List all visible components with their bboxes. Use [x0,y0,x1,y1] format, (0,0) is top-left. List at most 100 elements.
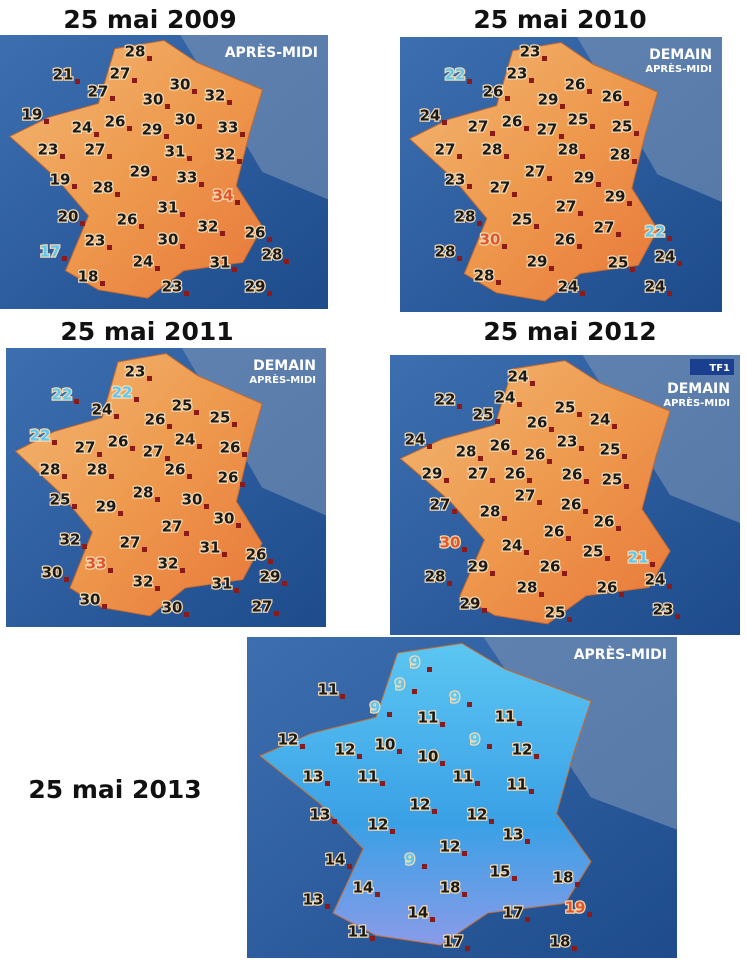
temperature: 22 [52,386,73,404]
temperature: 23 [653,601,674,619]
temperature: 23 [445,171,466,189]
temperature: 11 [453,768,474,786]
station [490,478,495,483]
temperature: 10 [375,736,396,754]
temperature: 28 [425,568,446,586]
temperature: 23 [162,278,183,296]
temperature: 14 [408,904,429,922]
temperature: 25 [600,441,621,459]
temperature: 29 [260,568,281,586]
station [495,419,500,424]
temperature: 12 [335,741,356,759]
temperature: 23 [125,363,146,381]
station [427,667,432,672]
station [142,547,147,552]
temperature: 19 [565,899,586,917]
station [100,281,105,286]
station [517,402,522,407]
station [44,119,49,124]
banner: APRÈS-MIDI [225,44,318,61]
station [542,56,547,61]
station [164,134,169,139]
station [197,444,202,449]
temperature: 27 [252,598,273,616]
temperature: 26 [594,513,615,531]
station [422,864,427,869]
station [75,79,80,84]
station [62,474,67,479]
temperature: 32 [205,87,226,105]
logo-box [690,359,734,375]
temperature: 26 [602,88,623,106]
temperature: 25 [545,604,566,622]
panel-title: 25 mai 2009 [63,5,236,34]
station [512,876,517,881]
station [184,531,189,536]
station [590,124,595,129]
temperature: 29 [605,188,626,206]
temperature: 21 [628,549,649,567]
temperature: 32 [215,146,236,164]
station [82,544,87,549]
temperature: 27 [515,487,536,505]
temperature: 27 [594,219,615,237]
temperature: 24 [508,368,529,386]
banner: DEMAIN [253,358,316,374]
temperature: 26 [220,439,241,457]
station [300,744,305,749]
banner: DEMAIN [667,381,730,397]
station [194,410,199,415]
temperature: 26 [525,446,546,464]
station [187,474,192,479]
station [539,592,544,597]
station [132,78,137,83]
station [108,568,113,573]
station [490,571,495,576]
temperature: 11 [348,923,369,941]
temperature: 30 [170,76,191,94]
temperature: 9 [395,676,405,694]
station [234,588,239,593]
station [477,221,482,226]
station [566,536,571,541]
temperature: 26 [218,469,239,487]
temperature: 28 [558,141,579,159]
temperature: 30 [158,231,179,249]
station [579,446,584,451]
temperature: 9 [405,851,415,869]
station [452,509,457,514]
temperature: 29 [460,595,481,613]
temperature: 25 [50,491,71,509]
temperature: 28 [93,179,114,197]
panel-title: 25 mai 2012 [483,317,656,346]
temperature: 18 [78,268,99,286]
station [529,789,534,794]
station [155,586,160,591]
station [284,259,289,264]
station [612,424,617,429]
station [525,839,530,844]
station [184,612,189,617]
station [524,550,529,555]
temperature: 32 [158,555,179,573]
temperature: 14 [353,879,374,897]
temperature: 29 [574,169,595,187]
temperature: 24 [645,571,666,589]
station [110,96,115,101]
temperature: 31 [200,539,221,557]
station [184,291,189,296]
temperature: 17 [443,933,464,951]
station [527,478,532,483]
station [462,851,467,856]
temperature: 22 [112,384,133,402]
temperature: 12 [440,838,461,856]
station [62,256,67,261]
temperature: 28 [435,243,456,261]
temperature: 28 [262,246,283,264]
station [667,584,672,589]
temperature: 25 [583,543,604,561]
station [587,89,592,94]
station [580,291,585,296]
station [467,79,472,84]
station [537,500,542,505]
